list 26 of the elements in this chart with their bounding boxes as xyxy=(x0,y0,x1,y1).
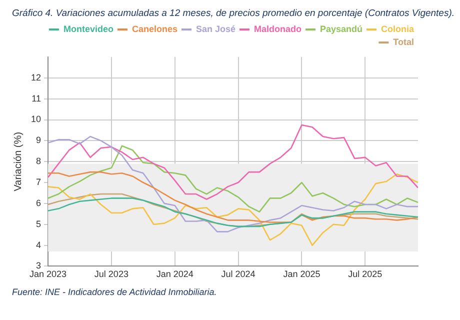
legend-label: Total xyxy=(393,36,414,47)
y-axis-title: Variación (%) xyxy=(12,132,24,192)
x-tick-label: Jan 2025 xyxy=(283,269,320,280)
legend-label: Canelones xyxy=(132,24,178,34)
x-tick-label: Jan 2023 xyxy=(29,269,67,280)
y-tick-label: 9 xyxy=(36,135,42,146)
y-tick-label: 12 xyxy=(30,72,42,82)
x-tick-label: Jan 2024 xyxy=(156,269,194,280)
y-tick-label: 7 xyxy=(36,177,42,188)
legend-label: Montevideo xyxy=(63,24,114,34)
x-tick-label: Jul 2023 xyxy=(94,269,128,280)
legend-label: Maldonado xyxy=(254,24,302,34)
y-tick-label: 6 xyxy=(36,198,42,208)
y-tick-label: 11 xyxy=(32,93,42,104)
x-tick-label: Jul 2024 xyxy=(221,269,256,280)
y-tick-label: 5 xyxy=(36,218,42,229)
y-tick-label: 8 xyxy=(36,156,42,166)
legend-label: Colonia xyxy=(381,24,415,34)
x-tick-label: Jul 2025 xyxy=(348,269,382,280)
y-tick-label: 10 xyxy=(30,114,42,124)
legend-label: Paysandú xyxy=(320,24,363,34)
legend-label: San José xyxy=(196,24,236,34)
y-tick-label: 3 xyxy=(36,260,42,271)
source-note: Fuente: INE - Indicadores de Actividad Inmobiliaria. xyxy=(11,287,218,297)
chart-title: Gráfico 4. Variaciones acumuladas a 12 meses, de precios promedio en porcentaje (Contratos Vigentes). xyxy=(11,8,455,19)
y-tick-label: 4 xyxy=(36,240,42,250)
